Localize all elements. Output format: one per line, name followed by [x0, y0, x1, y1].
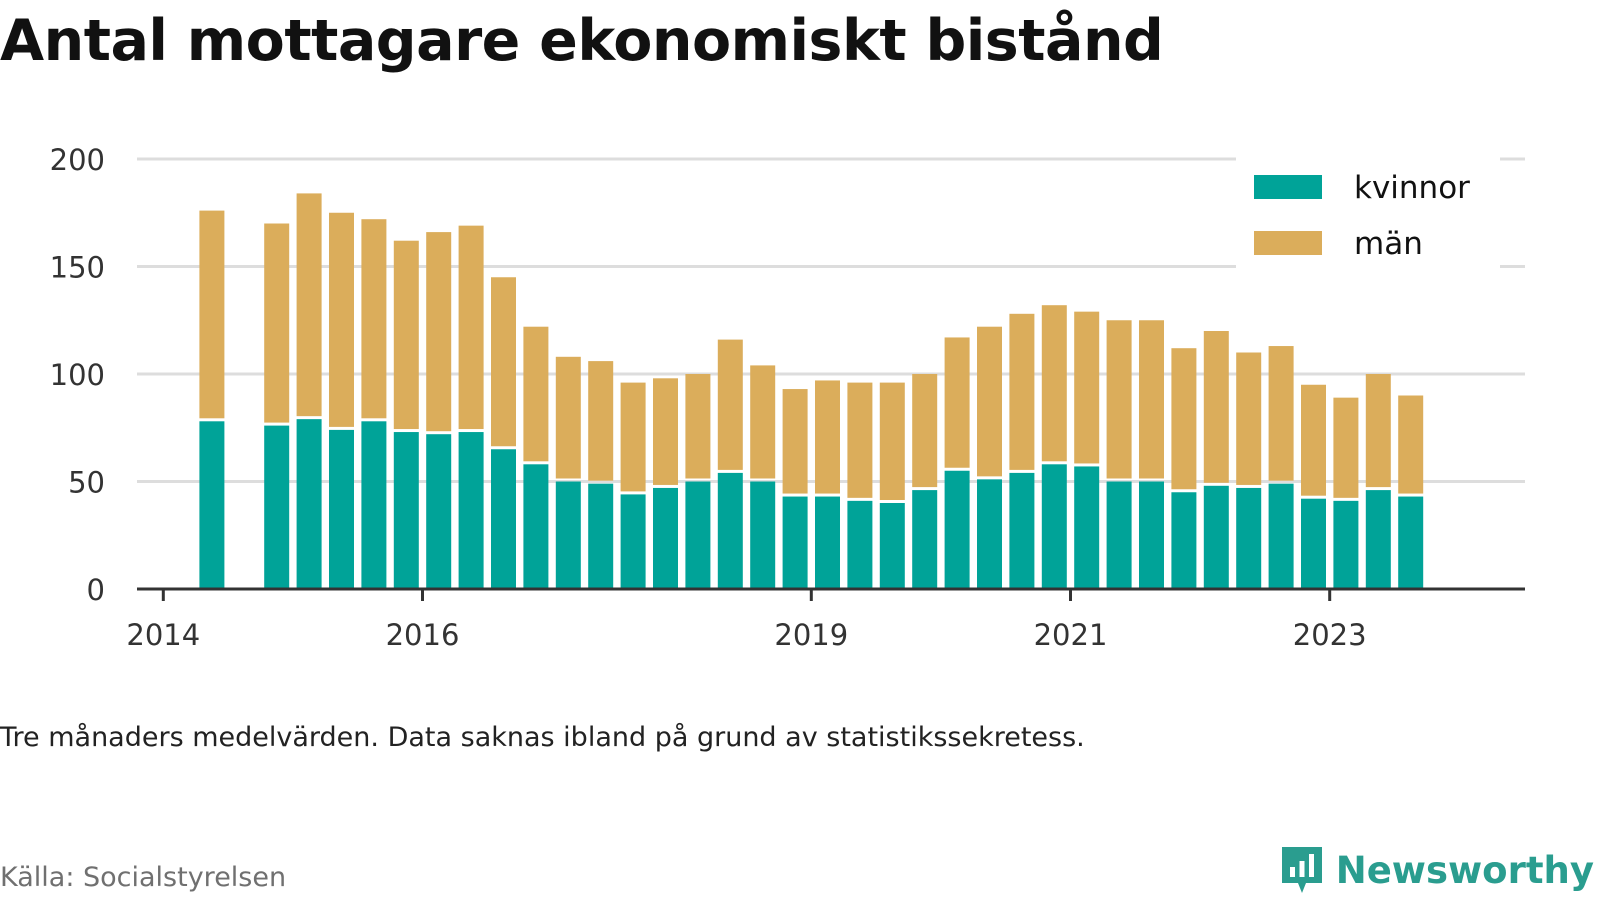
bar-man [1139, 320, 1164, 479]
bar-kvinnor [1301, 498, 1326, 589]
bar-man [1333, 397, 1359, 498]
bar-kvinnor [1333, 500, 1359, 589]
bar-kvinnor [1203, 485, 1229, 589]
bar-kvinnor [750, 481, 776, 589]
stacked-bar-chart: 0 50 100 150 200 2014 2016 2019 2021 2023 kvinno… [50, 143, 1525, 652]
bar-man [426, 232, 452, 432]
y-tick-label: 0 [87, 573, 105, 607]
legend-label-man: män [1354, 226, 1423, 262]
bar-man [1074, 311, 1100, 464]
y-tick-label: 200 [50, 143, 105, 177]
bar-kvinnor [1009, 472, 1035, 589]
bar-kvinnor [393, 432, 419, 589]
bar-kvinnor [1398, 496, 1424, 589]
bar-man [1106, 320, 1132, 479]
bar-man [847, 382, 873, 498]
bar-man [750, 365, 776, 479]
bar-man [393, 240, 419, 430]
bar-kvinnor [782, 496, 808, 589]
bar-man [1268, 346, 1294, 481]
bar-man [1041, 305, 1067, 462]
x-tick-label: 2021 [1034, 618, 1108, 652]
brand-name: Newsworthy [1335, 848, 1594, 892]
bar-man [329, 212, 354, 427]
bar-man [685, 374, 711, 479]
bar-kvinnor [329, 429, 354, 589]
bar-kvinnor [555, 481, 581, 589]
bar-kvinnor [1139, 481, 1164, 589]
bar-man [296, 193, 322, 417]
bar-kvinnor [426, 434, 452, 589]
bar-man [1365, 374, 1391, 488]
bar-kvinnor [296, 419, 322, 589]
newsworthy-brand: Newsworthy [1278, 840, 1594, 900]
bar-kvinnor [653, 487, 678, 589]
newsworthy-logo-icon [1281, 847, 1322, 893]
bar-kvinnor [458, 432, 484, 589]
bar-man [879, 382, 905, 500]
bar-kvinnor [588, 483, 614, 589]
x-tick-label: 2016 [386, 618, 460, 652]
legend: kvinnor män [1236, 156, 1500, 268]
bar-kvinnor [264, 425, 290, 589]
chart-title: Antal mottagare ekonomiskt bistånd [0, 8, 1164, 74]
x-tick-label: 2023 [1293, 618, 1367, 652]
bar-kvinnor [685, 481, 711, 589]
bar-man [977, 326, 1002, 477]
bar-kvinnor [717, 472, 743, 589]
bar-man [912, 374, 938, 488]
bar-kvinnor [1041, 464, 1067, 589]
bar-kvinnor [199, 421, 225, 589]
bar-man [555, 356, 581, 479]
bar-man [1203, 331, 1229, 483]
bar-man [1009, 313, 1035, 470]
legend-label-kvinnor: kvinnor [1354, 170, 1470, 206]
bar-man [782, 389, 808, 494]
chart-note: Tre månaders medelvärden. Data saknas ib… [0, 722, 1085, 753]
bar-man [815, 380, 840, 494]
bar-kvinnor [1236, 487, 1262, 589]
bar-kvinnor [620, 494, 646, 589]
bar-kvinnor [1365, 490, 1391, 589]
x-axis-ticks: 2014 2016 2019 2021 2023 [126, 589, 1367, 652]
bar-man [944, 337, 970, 468]
bar-kvinnor [523, 464, 549, 589]
bar-kvinnor [912, 490, 938, 589]
bar-man [1236, 352, 1262, 485]
bar-kvinnor [1268, 483, 1294, 589]
bar-man [523, 326, 549, 462]
legend-swatch-man [1254, 231, 1322, 255]
bar-man [491, 277, 516, 447]
y-axis-ticks: 0 50 100 150 200 [50, 143, 105, 607]
x-tick-label: 2019 [774, 618, 848, 652]
bar-man [653, 378, 678, 485]
x-tick-label: 2014 [126, 618, 200, 652]
bar-man [361, 219, 387, 419]
bar-kvinnor [944, 470, 970, 589]
bar-kvinnor [977, 479, 1002, 589]
bar-man [588, 361, 614, 481]
bar-man [1171, 348, 1197, 490]
legend-swatch-kvinnor [1254, 175, 1322, 199]
bar-kvinnor [815, 496, 840, 589]
y-tick-label: 100 [50, 358, 105, 392]
bar-man [717, 339, 743, 470]
bar-man [199, 210, 225, 419]
bar-kvinnor [491, 449, 516, 589]
bar-man [1398, 395, 1424, 494]
bar-kvinnor [1074, 466, 1100, 589]
y-tick-label: 150 [50, 251, 105, 285]
bar-man [264, 223, 290, 423]
bar-kvinnor [1171, 492, 1197, 589]
source-credit: Källa: Socialstyrelsen [0, 862, 287, 893]
bars [199, 193, 1424, 589]
bar-kvinnor [847, 500, 873, 589]
bar-man [1301, 384, 1326, 496]
bar-man [458, 225, 484, 430]
bar-kvinnor [1106, 481, 1132, 589]
bar-man [620, 382, 646, 492]
bar-kvinnor [879, 503, 905, 589]
y-tick-label: 50 [68, 466, 105, 500]
bar-kvinnor [361, 421, 387, 589]
